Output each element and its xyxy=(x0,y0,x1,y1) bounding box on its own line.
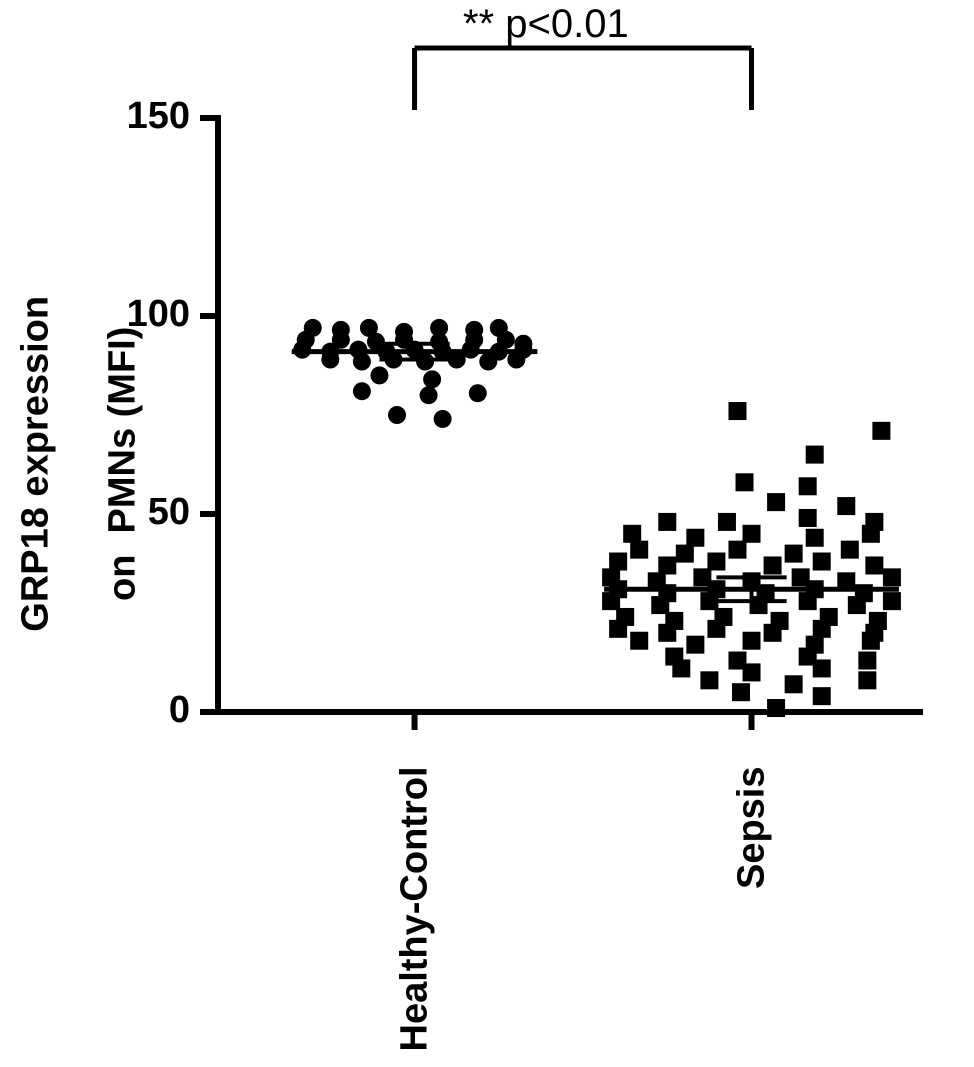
x-tick-label: Sepsis xyxy=(730,767,773,1067)
svg-text:150: 150 xyxy=(127,95,190,137)
svg-text:50: 50 xyxy=(148,491,190,533)
y-axis-label-line2: on PMNs (MFI) xyxy=(102,327,144,601)
y-axis-label-line1: GRP18 expression xyxy=(14,296,56,632)
significance-label: ** p<0.01 xyxy=(463,2,629,47)
scatter-plot: 050100150 xyxy=(0,0,974,1000)
y-axis-label: GRP18 expression on PMNs (MFI) xyxy=(0,174,145,774)
x-tick-label: Healthy-Control xyxy=(393,767,436,1067)
svg-text:0: 0 xyxy=(169,689,190,731)
